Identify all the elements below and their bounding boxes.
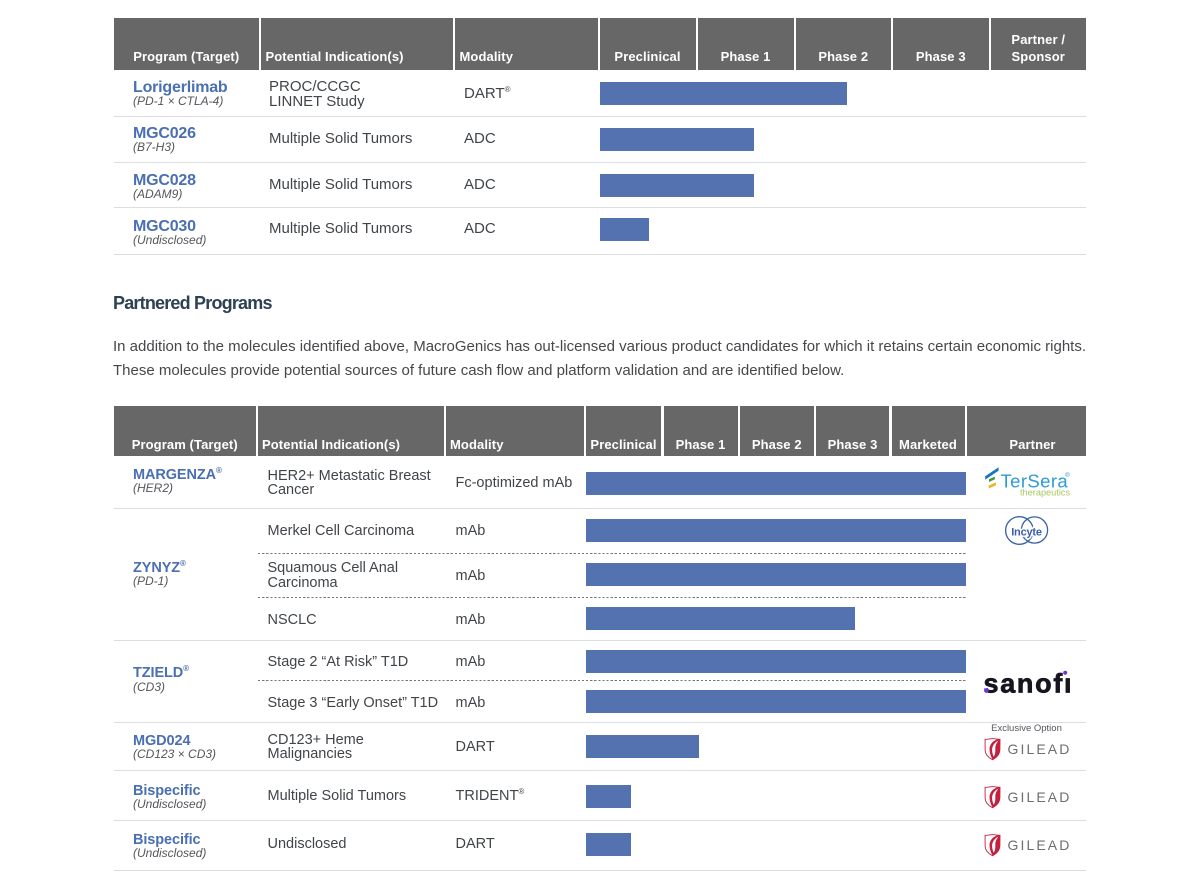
svg-text:GILEAD: GILEAD (1008, 837, 1072, 853)
svg-text:TerSera: TerSera (1001, 471, 1069, 492)
svg-text:sanofı: sanofı (984, 668, 1074, 698)
svg-text:Incyte: Incyte (1011, 526, 1042, 538)
svg-text:GILEAD: GILEAD (1008, 788, 1072, 804)
svg-text:GILEAD: GILEAD (1008, 740, 1072, 756)
svg-text:Incyte: Incyte (1011, 526, 1042, 538)
svg-text:®: ® (1065, 471, 1070, 479)
svg-text:therapeutics: therapeutics (1020, 487, 1070, 497)
